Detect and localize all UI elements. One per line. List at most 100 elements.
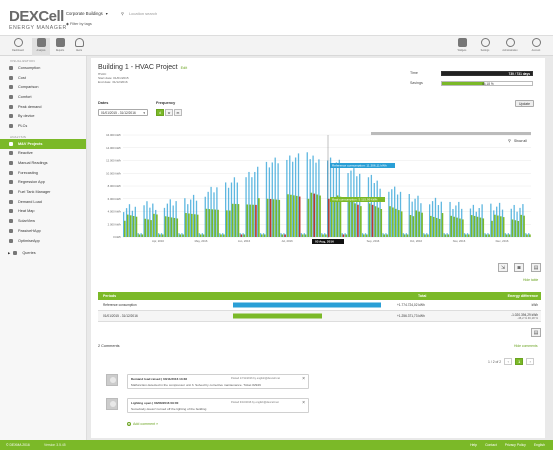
sidebar-item-cost[interactable]: Cost xyxy=(0,73,86,83)
reference-bar xyxy=(493,210,495,237)
real-bar xyxy=(435,217,438,237)
real-bar xyxy=(246,204,249,237)
main-toolbar: Dashboard Analysis Reports Alerts Widget… xyxy=(0,36,553,56)
toolbar-account[interactable]: Account xyxy=(527,38,545,52)
table-toggle-button[interactable]: ▤ xyxy=(531,263,541,272)
footer-link-privacy[interactable]: Privacy Policy xyxy=(504,443,526,447)
real-bar xyxy=(188,213,190,237)
add-comment-label: Add comment » xyxy=(133,422,159,426)
reference-bar xyxy=(528,233,530,237)
next-page-button[interactable]: › xyxy=(526,358,535,365)
tag-filter[interactable]: ◆ Filter by tags xyxy=(66,21,92,26)
real-bar xyxy=(336,195,339,237)
edit-link[interactable]: Edit xyxy=(180,66,188,70)
real-bar xyxy=(502,217,505,237)
frequency-monthly[interactable]: m xyxy=(174,109,182,116)
x-tick-label: Oct, 2016 xyxy=(410,239,423,243)
reference-bar xyxy=(306,152,308,237)
add-comment-button[interactable]: + Add comment » xyxy=(127,422,158,426)
sidebar-item-regression-app[interactable]: Regression App xyxy=(0,178,86,188)
footer-link-language[interactable]: English xyxy=(533,443,545,447)
table-row: 01/01/2015 - 31/12/2016 +1.256.371,73 kW… xyxy=(98,311,541,322)
reference-bar xyxy=(239,233,241,237)
sidebar-item-reactive[interactable]: Reactive xyxy=(0,149,86,159)
real-bar xyxy=(226,210,228,237)
queries-icon xyxy=(13,251,18,256)
toolbar-reports[interactable]: Reports xyxy=(51,38,69,52)
hide-table-link[interactable]: Hide table xyxy=(523,278,539,282)
sidebar-item-manual-readings[interactable]: Manual Readings xyxy=(0,158,86,168)
real-bar xyxy=(228,210,231,237)
sidebar-item-comparison[interactable]: Comparison xyxy=(0,82,86,92)
toolbar-administration[interactable]: Administration xyxy=(501,38,519,52)
sidebar-item-heat-map[interactable]: Heat Map xyxy=(0,207,86,217)
page-button[interactable]: 1 xyxy=(515,358,524,365)
sidebar-section-analysis: Analysis xyxy=(10,134,27,139)
reference-bar xyxy=(327,160,329,237)
reference-bar xyxy=(498,202,501,237)
toolbar-alerts[interactable]: Alerts xyxy=(70,38,88,52)
camera-button[interactable]: ◙ xyxy=(514,263,524,272)
real-bar xyxy=(424,234,426,237)
search-input[interactable]: Location search xyxy=(128,11,158,16)
logo[interactable]: DEXCell ENERGY MANAGER xyxy=(9,9,67,31)
real-bar xyxy=(199,234,202,237)
table-export-button[interactable]: ▤ xyxy=(531,328,541,337)
comment-body: Malfunction detected in the compressor u… xyxy=(131,382,261,387)
reference-bar xyxy=(391,189,393,237)
building-selector[interactable]: Corporate Buildings ▾ xyxy=(66,11,108,16)
real-bar xyxy=(266,198,269,237)
savings-progress-bar: 46,18 % xyxy=(441,80,533,86)
date-range-selector[interactable]: 01/01/2015 - 31/12/2016 ▾ xyxy=(98,109,148,116)
reference-bar xyxy=(426,233,428,237)
sidebar-item-consumption[interactable]: Consumption xyxy=(0,63,86,73)
reference-bar xyxy=(163,207,166,237)
sidebar-item-fuel-tank-manager[interactable]: Fuel Tank Manager xyxy=(0,187,86,197)
consumption-chart[interactable]: 0 kWh 2.000 kWh 4.000 kWh 6.000 kWh 8.000 kW… xyxy=(91,126,545,254)
location-search[interactable]: ⚲ Location search xyxy=(121,11,157,16)
zoom-icon[interactable]: ⚲ xyxy=(508,138,511,143)
chart-range-scrollbar[interactable] xyxy=(371,132,531,135)
close-icon[interactable]: × xyxy=(302,375,305,382)
footer-link-contact[interactable]: Contact xyxy=(485,443,497,447)
reference-bar xyxy=(262,233,265,237)
sidebar-item-queries[interactable]: ▶ Queries xyxy=(0,248,86,258)
sidebar-item-optimiseapp[interactable]: OptimiseApp xyxy=(0,236,86,246)
show-all-link[interactable]: Show all xyxy=(514,139,527,143)
export-button[interactable]: ⇲ xyxy=(498,263,508,272)
toolbar-analysis[interactable]: Analysis xyxy=(32,38,50,56)
toolbar-widgets[interactable]: Widgets xyxy=(453,38,471,52)
sidebar-item-forecasting[interactable]: Forecasting xyxy=(0,168,86,178)
footer-link-help[interactable]: Help xyxy=(470,443,478,447)
real-bar xyxy=(214,209,216,237)
real-bar xyxy=(470,215,473,237)
real-bar xyxy=(220,234,222,237)
frequency-weekly[interactable]: w xyxy=(165,109,173,116)
sidebar-item-m-v-projects[interactable]: M&V Projects xyxy=(0,138,86,149)
sidebar-item-plcs[interactable]: PLCs xyxy=(0,121,86,131)
sidebar-item-solarview[interactable]: SolarView xyxy=(0,216,86,226)
sidebar-item-passivehapp[interactable]: PassiveHApp xyxy=(0,226,86,236)
search-icon: ⚲ xyxy=(121,11,124,16)
sidebar-item-peak-demand[interactable]: Peak demand xyxy=(0,102,86,112)
sidebar-item-demand-load[interactable]: Demand Load xyxy=(0,197,86,207)
real-bar xyxy=(374,206,377,237)
reference-bar xyxy=(169,199,171,237)
frequency-daily[interactable]: d xyxy=(156,109,164,116)
sidebar-item-label: Queries xyxy=(22,251,36,256)
real-bar xyxy=(208,209,211,237)
prev-page-button[interactable]: ‹ xyxy=(504,358,513,365)
reference-bar xyxy=(341,233,343,237)
sidebar-item-icon xyxy=(9,238,13,243)
hide-comments-link[interactable]: Hide comments xyxy=(514,344,538,348)
real-bar xyxy=(290,194,292,237)
close-icon[interactable]: × xyxy=(302,399,305,406)
sidebar-item-by-device[interactable]: By device xyxy=(0,111,86,121)
reference-bar xyxy=(353,168,355,237)
toolbar-settings[interactable]: Settings xyxy=(476,38,494,52)
sidebar-item-label: Reactive xyxy=(18,151,33,156)
sidebar-item-comfort[interactable]: Comfort xyxy=(0,92,86,102)
toolbar-dashboard[interactable]: Dashboard xyxy=(9,38,27,52)
real-bar xyxy=(141,234,144,237)
update-button[interactable]: Update xyxy=(515,100,534,107)
